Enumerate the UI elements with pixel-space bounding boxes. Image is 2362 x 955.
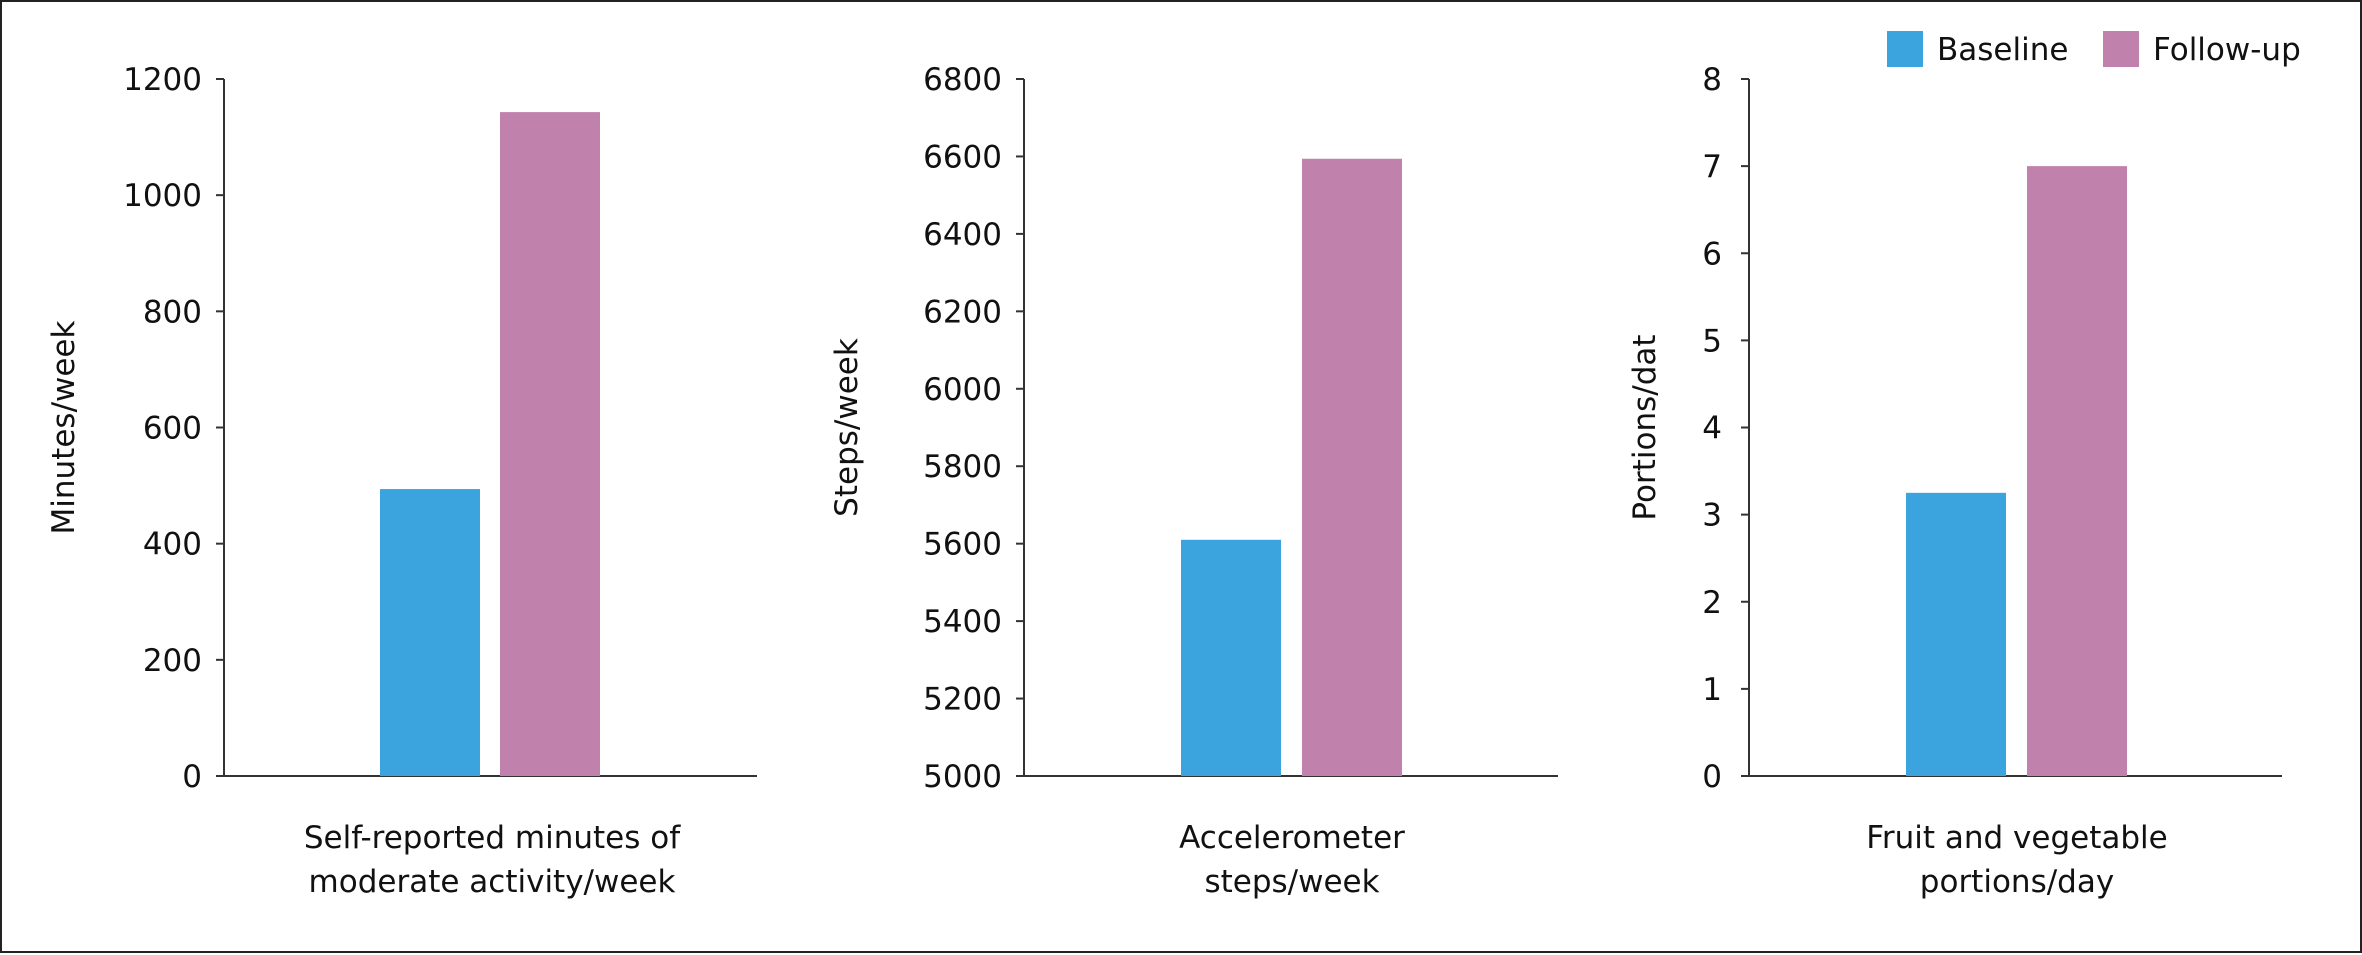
legend-swatch-baseline	[1887, 31, 1923, 67]
bar-baseline	[1181, 539, 1281, 776]
x-category-label: moderate activity/week	[309, 864, 676, 900]
x-category-label: Fruit and vegetable	[1866, 820, 2167, 856]
x-category-label: portions/day	[1920, 864, 2114, 900]
y-tick-label: 1200	[123, 62, 202, 98]
x-category-label: Accelerometer	[1179, 820, 1405, 856]
y-tick-label: 4	[1702, 411, 1722, 447]
y-tick-label: 6600	[923, 139, 1002, 175]
y-tick-label: 0	[1702, 759, 1722, 795]
y-tick-label: 6200	[923, 294, 1002, 330]
bar-follow-up	[2027, 166, 2127, 776]
y-tick-label: 6	[1702, 236, 1722, 272]
y-axis-label: Portions/dat	[1627, 334, 1663, 520]
x-category-label: Self-reported minutes of	[304, 820, 681, 856]
y-tick-label: 0	[182, 759, 202, 795]
bar-follow-up	[1302, 158, 1402, 777]
y-tick-label: 6000	[923, 372, 1002, 408]
legend-label: Follow-up	[2153, 32, 2301, 68]
x-category-label: steps/week	[1204, 864, 1379, 900]
y-tick-label: 7	[1702, 149, 1722, 185]
y-axis-label: Steps/week	[829, 338, 865, 517]
bar-baseline	[1906, 492, 2006, 776]
y-tick-label: 5400	[923, 604, 1002, 640]
y-tick-label: 800	[143, 294, 202, 330]
y-axis-label: Minutes/week	[46, 320, 82, 534]
legend-label: Baseline	[1937, 32, 2068, 68]
y-tick-label: 5200	[923, 682, 1002, 718]
y-tick-label: 400	[143, 527, 202, 563]
y-tick-label: 1	[1702, 672, 1722, 708]
y-tick-label: 6400	[923, 217, 1002, 253]
y-tick-label: 5600	[923, 527, 1002, 563]
y-tick-label: 1000	[123, 178, 202, 214]
bar-baseline	[380, 489, 480, 776]
y-tick-label: 200	[143, 643, 202, 679]
y-tick-label: 8	[1702, 62, 1722, 98]
y-tick-label: 5800	[923, 449, 1002, 485]
bar-follow-up	[500, 112, 600, 777]
y-tick-label: 6800	[923, 62, 1002, 98]
y-tick-label: 2	[1702, 585, 1722, 621]
y-tick-label: 600	[143, 411, 202, 447]
y-tick-label: 3	[1702, 498, 1722, 534]
legend-swatch-follow-up	[2103, 31, 2139, 67]
y-tick-label: 5000	[923, 759, 1002, 795]
y-tick-label: 5	[1702, 323, 1722, 359]
